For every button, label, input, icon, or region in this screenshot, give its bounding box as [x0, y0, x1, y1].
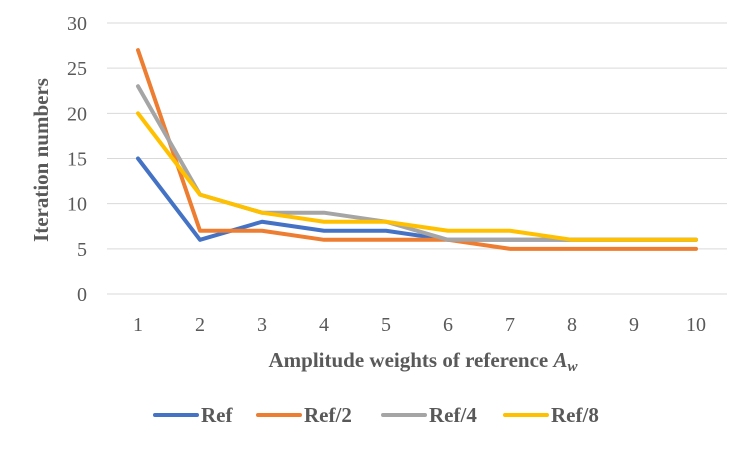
x-tick-label: 3	[257, 314, 267, 336]
x-tick-label: 7	[505, 314, 515, 336]
x-tick-labels: 1 2 3 4 5 6 7 8 9 10	[133, 314, 706, 336]
y-tick-label: 15	[67, 149, 87, 171]
y-tick-labels: 0 5 10 15 20 25 30	[67, 13, 87, 306]
series-line-ref-4	[136, 84, 698, 242]
x-tick-label: 2	[195, 314, 205, 336]
x-axis-title-text: Amplitude weights of reference	[268, 348, 553, 372]
y-tick-label: 10	[67, 194, 87, 216]
legend-label: Ref/8	[551, 403, 599, 427]
y-tick-label: 5	[77, 239, 87, 261]
legend: Ref Ref/2 Ref/4 Ref/8	[153, 403, 599, 427]
y-tick-label: 20	[67, 103, 87, 125]
legend-label: Ref	[201, 403, 233, 427]
x-axis-title: Amplitude weights of reference Aw	[268, 348, 578, 375]
y-tick-label: 30	[67, 13, 87, 35]
legend-label: Ref/2	[304, 403, 352, 427]
x-axis-title-symbol: A	[551, 348, 567, 372]
y-axis-title: Iteration numbers	[29, 78, 53, 242]
x-axis-title-subscript: w	[568, 359, 579, 375]
y-tick-label: 0	[77, 284, 87, 306]
x-tick-label: 9	[629, 314, 639, 336]
x-tick-label: 8	[567, 314, 577, 336]
x-tick-label: 1	[133, 314, 143, 336]
x-tick-label: 5	[381, 314, 391, 336]
series-line-ref-8	[136, 111, 698, 242]
x-tick-label: 4	[319, 314, 329, 336]
x-tick-label: 10	[686, 314, 706, 336]
gridlines	[107, 22, 727, 295]
legend-label: Ref/4	[429, 403, 477, 427]
x-tick-label: 6	[443, 314, 453, 336]
series-line-ref-2	[136, 48, 698, 251]
series-lines	[136, 48, 698, 251]
y-tick-label: 25	[67, 58, 87, 80]
